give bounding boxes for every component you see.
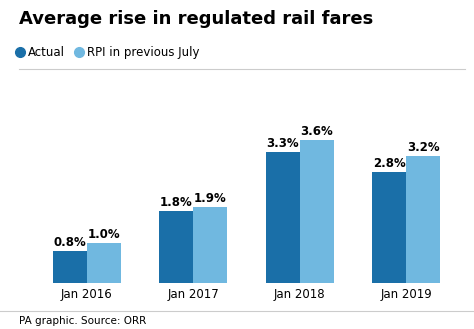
Text: 3.3%: 3.3% [266, 137, 299, 150]
Text: 0.8%: 0.8% [54, 236, 86, 249]
Bar [159, 211, 193, 283]
Text: 3.2%: 3.2% [407, 140, 439, 154]
Text: 3.6%: 3.6% [301, 125, 333, 138]
Bar [265, 152, 300, 283]
Text: 1.8%: 1.8% [160, 196, 192, 209]
Legend: Actual, RPI in previous July: Actual, RPI in previous July [17, 46, 200, 59]
Bar [300, 140, 334, 283]
Text: 2.8%: 2.8% [373, 157, 405, 169]
Text: Average rise in regulated rail fares: Average rise in regulated rail fares [19, 10, 373, 28]
Text: 1.9%: 1.9% [194, 192, 227, 205]
Bar [87, 243, 121, 283]
Bar [53, 251, 87, 283]
Bar [193, 207, 228, 283]
Text: PA graphic. Source: ORR: PA graphic. Source: ORR [19, 316, 146, 326]
Text: 1.0%: 1.0% [88, 228, 120, 241]
Bar [372, 171, 406, 283]
Bar [406, 156, 440, 283]
